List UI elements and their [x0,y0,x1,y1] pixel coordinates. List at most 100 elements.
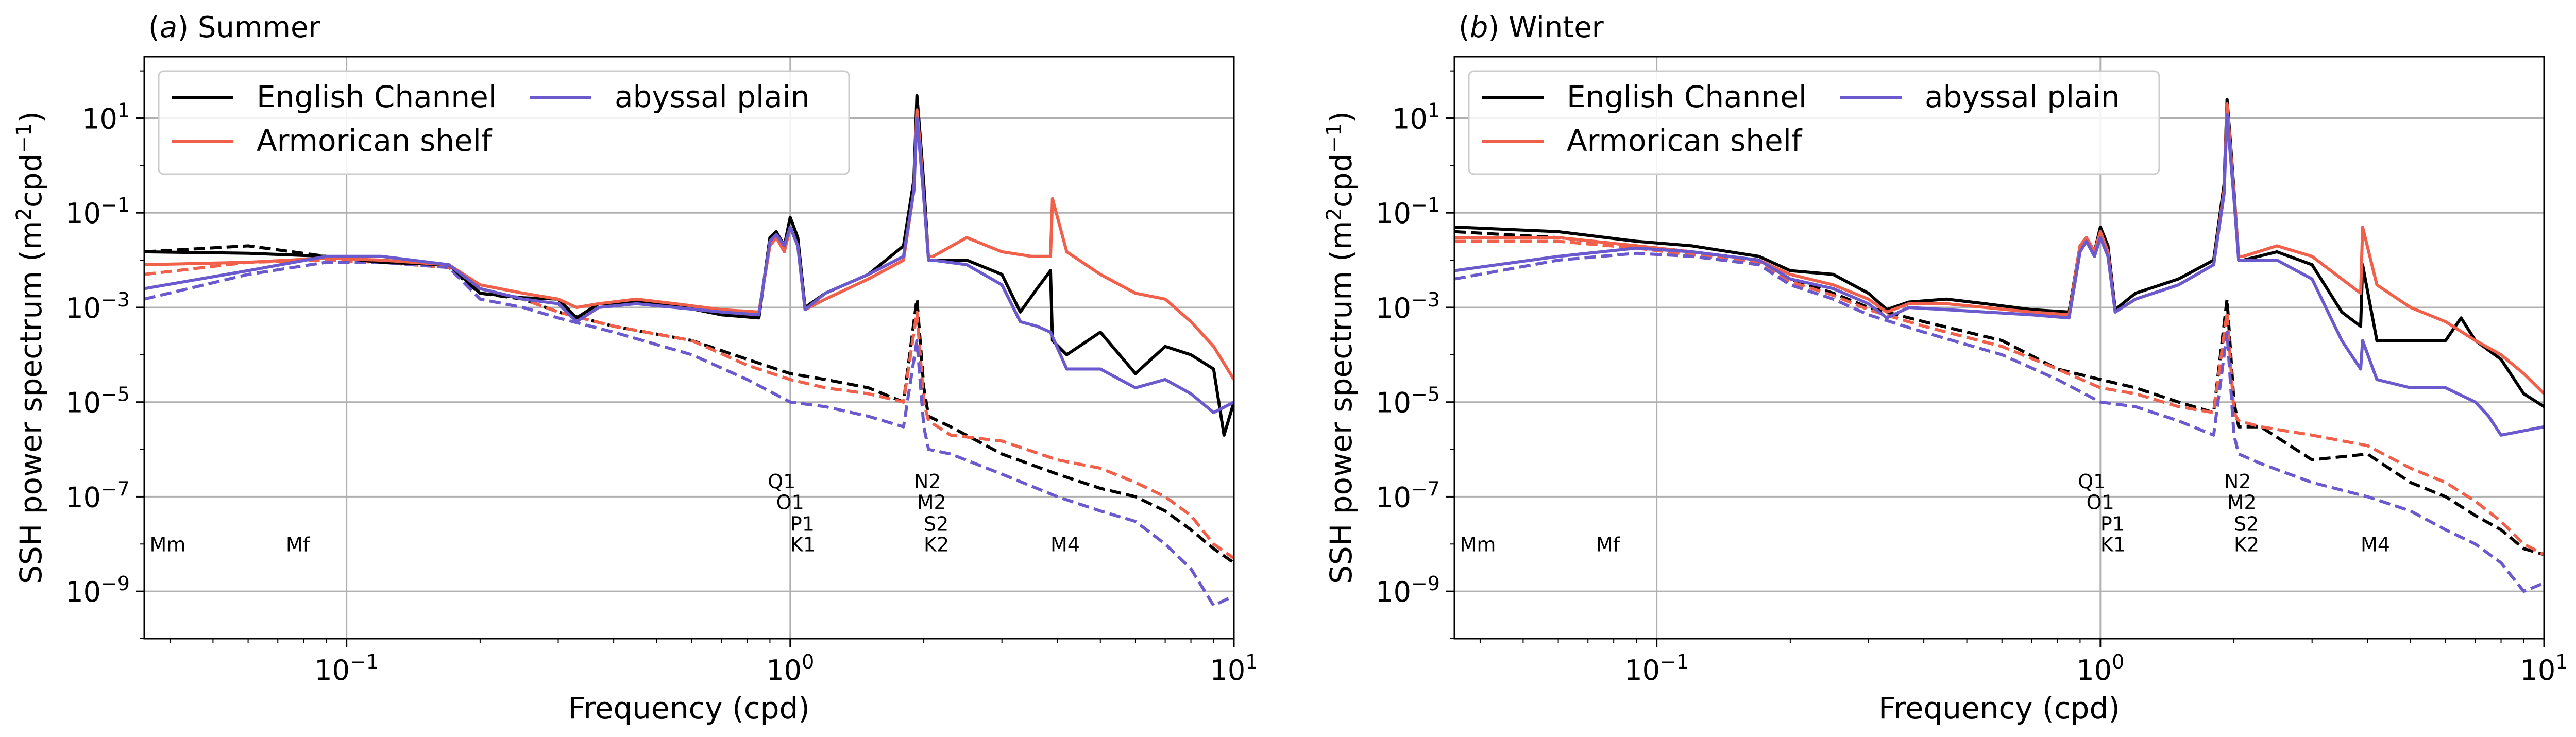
tick-base: 10 [1376,197,1411,230]
y-tick-label: 10−5 [65,383,130,419]
tick-base: 10 [65,197,101,230]
tidal-label: K1 [790,534,816,556]
chart-title: (b) Winter [1459,11,1604,44]
tidal-label: Mm [150,534,186,556]
tick-exponent: −1 [350,650,379,673]
panel-summer: 10−1 100 10110−910−710−510−310−1101Q1O1P1K… [12,11,1258,726]
x-axis-label: Frequency (cpd) [568,691,810,726]
legend: English Channel Armorican shelf abyssal pl… [158,70,850,175]
y-tick-label: 10−9 [65,572,130,608]
ylabel-sup: −1 [1323,123,1346,153]
tick-base: 10 [65,292,101,324]
legend-label: Armorican shelf [1567,123,1803,158]
ylabel-end: ) [13,111,48,123]
tidal-label: Q1 [2078,470,2106,493]
title-text: ) Winter [1488,11,1604,44]
tick-exponent: 0 [802,650,814,673]
tick-base: 10 [1376,481,1411,513]
series-line-abyssal-plain-residual [144,261,1234,607]
tidal-label: M2 [2227,491,2257,513]
legend-box [158,70,850,175]
title-panel-letter: b [1470,11,1488,44]
ylabel-sup: 2 [1323,208,1346,220]
tick-exponent: −3 [1411,288,1440,311]
tick-base: 10 [1392,103,1428,135]
y-tick-label: 101 [82,99,130,135]
tick-base: 10 [766,654,802,687]
y-axis-label: SSH power spectrum (m2cpd−1) [1323,111,1359,584]
tidal-label: K2 [2234,534,2259,556]
tick-exponent: −7 [101,477,130,500]
x-axis-label: Frequency (cpd) [1878,691,2120,726]
tick-exponent: 1 [117,99,130,122]
series-line-english-channel-residual [1454,230,2544,556]
y-tick-label: 10−7 [1376,477,1440,513]
series-group [144,94,1234,607]
series-line-abyssal-plain [144,116,1234,415]
tidal-label: O1 [776,491,804,513]
x-tick-label: 101 [2520,650,2568,687]
ylabel-end: ) [1324,111,1359,123]
tick-exponent: 1 [1428,99,1440,122]
tidal-label: O1 [2087,491,2114,513]
tick-exponent: −5 [1411,383,1440,406]
tick-base: 10 [65,576,101,608]
tidal-label: K1 [2100,534,2126,556]
tick-exponent: −7 [1411,477,1440,500]
ylabel-mid: cpd [1324,153,1359,208]
ylabel-main: SSH power spectrum (m [13,221,48,584]
tidal-label: S2 [2234,513,2259,536]
tidal-label: P1 [790,513,815,536]
y-tick-label: 101 [1392,99,1440,135]
tick-base: 10 [2520,654,2556,687]
tidal-label: P1 [2100,513,2125,536]
tidal-label: M4 [2361,534,2390,556]
series-line-armorican-shelf-residual [1454,239,2544,556]
tick-exponent: −9 [101,572,130,595]
ylabel-sup: −1 [12,123,36,153]
title-paren: ( [148,11,160,44]
tick-base: 10 [1210,654,1246,687]
tidal-label: K2 [924,534,949,556]
series-line-english-channel [1454,98,2544,408]
tick-base: 10 [1376,387,1411,419]
legend-label: abyssal plain [615,79,810,114]
ylabel-mid: cpd [13,153,48,208]
tidal-label: Mf [1596,534,1621,556]
axes-frame [1453,56,2545,640]
y-tick-label: 10−9 [1376,572,1440,608]
legend-label: English Channel [257,79,497,114]
tidal-label: N2 [914,470,941,493]
tick-base: 10 [1376,576,1411,608]
x-tick-label: 10−1 [314,650,379,687]
legend-box [1468,70,2160,175]
x-tick-label: 101 [1210,650,1258,687]
tidal-label: Mm [1460,534,1496,556]
tick-exponent: −1 [101,194,130,216]
x-tick-label: 100 [766,650,814,687]
x-tick-label: 10−1 [1624,650,1689,687]
y-tick-label: 10−3 [1376,288,1440,324]
y-tick-label: 10−5 [1376,383,1440,419]
x-tick-label: 100 [2076,650,2124,687]
tick-base: 10 [65,387,101,419]
title-text: ) Summer [177,11,320,44]
y-tick-label: 10−7 [65,477,130,513]
y-axis-label: SSH power spectrum (m2cpd−1) [12,111,48,584]
tick-exponent: 1 [2555,650,2568,673]
series-line-abyssal-plain-residual [1454,251,2544,593]
panel-winter: 10−1 100 10110−910−710−510−310−1101Q1O1P1K… [1323,11,2568,726]
title-paren: ( [1459,11,1470,44]
tick-exponent: −3 [101,288,130,311]
ylabel-main: SSH power spectrum (m [1324,221,1359,584]
tick-base: 10 [2076,654,2112,687]
axes-frame [143,56,1235,640]
tick-exponent: 0 [2112,650,2124,673]
series-line-english-channel-residual [144,244,1234,564]
tidal-label: M2 [917,491,946,513]
y-tick-label: 10−3 [65,288,130,324]
chart-title: (a) Summer [148,11,320,44]
y-tick-label: 10−1 [1376,194,1440,230]
series-line-abyssal-plain [1454,113,2544,437]
